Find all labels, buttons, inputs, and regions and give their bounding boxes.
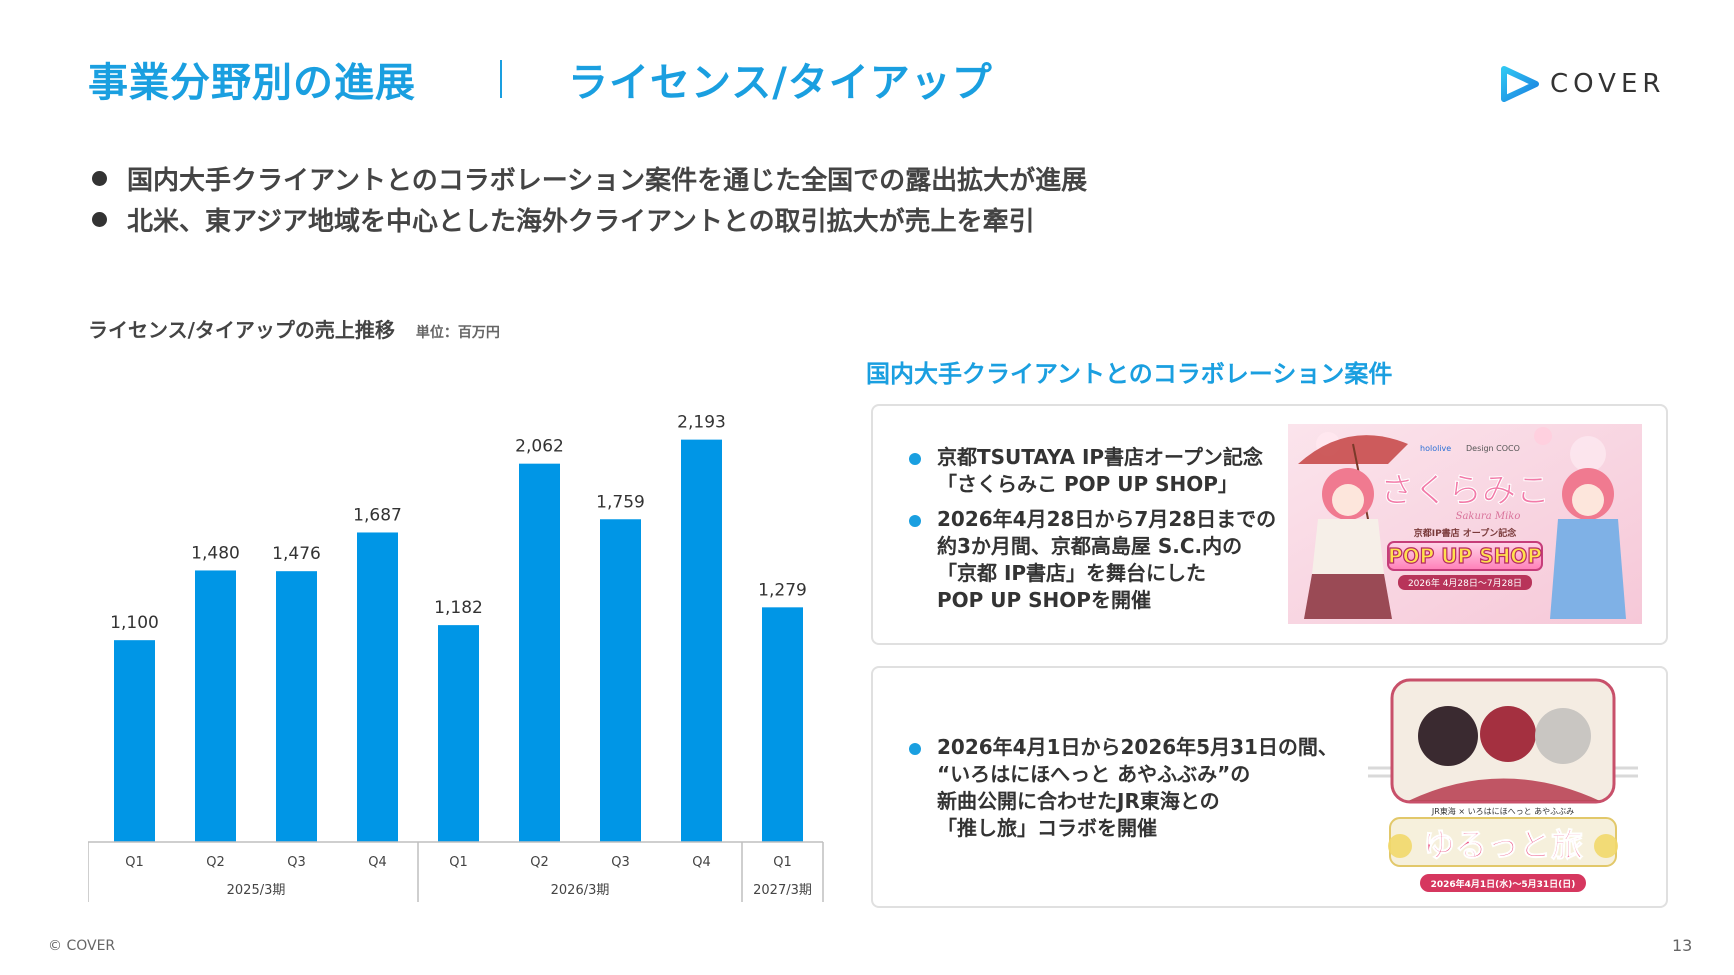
collab-item: 京都TSUTAYA IP書店オープン記念 「さくらみこ POP UP SHOP」 [909,444,1263,498]
bar-value-label: 1,759 [596,492,645,512]
popup-dates: 2026年 4月28日〜7月28日 [1408,577,1522,589]
character-left-top [1312,519,1384,574]
collab-item-line: POP UP SHOPを開催 [937,588,1151,612]
bar-value-label: 1,476 [272,544,321,564]
x-tick-label: Q1 [449,855,468,870]
collab-item-line: 2026年4月28日から7月28日までの [937,507,1277,531]
bullet-dot-icon [909,515,921,527]
title-divider [500,60,502,98]
x-tick-label: Q3 [287,855,306,870]
bar-3 [276,571,317,842]
bar-value-label: 2,062 [515,437,564,457]
brand-hololive: hololive [1420,444,1451,453]
x-tick-label: Q2 [206,855,225,870]
flower-icon [1594,834,1618,858]
collab-item-line: 「さくらみこ POP UP SHOP」 [937,472,1238,496]
character-left-face [1332,484,1364,516]
date-pill [1420,874,1586,892]
summary-bullet: 北米、東アジア地域を中心とした海外クライアントとの取引拡大が売上を牽引 [92,199,1087,240]
character-name-sub: Sakura Miko [1456,511,1521,522]
yurutto-tabi-visual: JR東海 × いろはにほへっと あやふぶみ ゆるっと旅 2026年4月1日(水)… [1368,676,1638,902]
umbrella-icon [1298,435,1408,464]
character-left [1418,706,1478,766]
collab-item: 2026年4月1日から2026年5月31日の間、 “いろはにほへっと あやふぶみ… [909,734,1338,842]
character-name-logo: さくらみこ [1380,471,1550,511]
summary-bullets: 国内大手クライアントとのコラボレーション案件を通じた全国での露出拡大が進展 北米… [92,158,1087,240]
chart-unit: 単位：百万円 [415,325,500,341]
bullet-dot-icon [909,743,921,755]
collab-item-line: 「推し旅」コラボを開催 [937,816,1157,840]
bar-2 [195,570,236,842]
x-group-label: 2025/3期 [227,883,286,898]
page-number: 13 [1672,936,1693,955]
chart-title-text: ライセンス/タイアップの売上推移 [88,318,395,342]
page-title: 事業分野別の進展 [88,60,416,106]
bar-value-label: 1,687 [353,505,402,525]
character-left-skirt [1304,574,1392,619]
bar-7 [600,519,641,842]
popup-date-pill [1398,575,1532,590]
summary-bullet-text: 国内大手クライアントとのコラボレーション案件を通じた全国での露出拡大が進展 [127,166,1088,196]
summary-bullet-text: 北米、東アジア地域を中心とした海外クライアントとの取引拡大が売上を牽引 [127,207,1035,237]
popup-caption: 京都IP書店 オープン記念 [1414,527,1517,539]
x-group-label: 2027/3期 [753,883,812,898]
revenue-bar-chart: 1,100 Q1 1,480 Q2 1,476 Q3 1,687 Q4 1,182 Q1 2,062… [88,413,824,902]
collab-card-jr-tokai: 2026年4月1日から2026年5月31日の間、 “いろはにほへっと あやふぶみ… [871,666,1668,908]
x-tick-label: Q1 [125,855,144,870]
collab-heading: 国内大手クライアントとのコラボレーション案件 [866,360,1393,388]
character-right-dress [1550,519,1626,619]
bullet-dot-icon [92,212,107,227]
bar-4 [357,532,398,842]
character-right-face [1572,484,1604,516]
x-tick-label: Q4 [368,855,387,870]
bar-1 [114,640,155,842]
cover-logo-icon [1501,66,1539,102]
summary-bullet: 国内大手クライアントとのコラボレーション案件を通じた全国での露出拡大が進展 [92,158,1087,199]
poster-caption: JR東海 × いろはにほへっと あやふぶみ [1431,806,1574,816]
collab-item-line: 京都TSUTAYA IP書店オープン記念 [937,445,1263,469]
x-tick-label: Q4 [692,855,711,870]
bullet-dot-icon [909,453,921,465]
bar-9 [762,607,803,842]
blossom-icon [1570,436,1606,472]
x-tick-label: Q2 [530,855,549,870]
popup-banner-text: POP UP SHOP [1388,544,1542,568]
bar-value-label: 1,100 [110,613,159,633]
poster-floral-base [1408,778,1600,801]
cover-logo-text: COVER [1550,69,1666,99]
flower-icon [1388,834,1412,858]
x-group-label: 2026/3期 [551,883,610,898]
character-center [1480,706,1536,762]
bar-5 [438,625,479,842]
bullet-dot-icon [92,171,107,186]
blossom-icon [1534,427,1552,445]
character-right [1535,708,1591,764]
bar-value-label: 1,182 [434,598,483,618]
footer-copyright: © COVER [48,938,116,954]
x-tick-label: Q3 [611,855,630,870]
campaign-dates: 2026年4月1日(水)〜5月31日(日) [1431,878,1576,890]
collab-item-line: 2026年4月1日から2026年5月31日の間、 [937,735,1338,759]
bar-6 [519,463,560,842]
collab-card-sakura-miko: 京都TSUTAYA IP書店オープン記念 「さくらみこ POP UP SHOP」… [871,404,1668,645]
collab-item-line: 新曲公開に合わせたJR東海との [937,789,1220,813]
collab-item-line: 「京都 IP書店」を舞台にした [937,561,1207,585]
yurutto-tabi-logo: ゆるっと旅 [1423,826,1583,864]
chart-title: ライセンス/タイアップの売上推移 単位：百万円 [88,314,500,343]
collab-item-line: 約3か月間、京都高島屋 S.C.内の [937,534,1243,558]
bar-value-label: 1,480 [191,543,240,563]
collab-item: 2026年4月28日から7月28日までの 約3か月間、京都高島屋 S.C.内の … [909,506,1276,614]
brand-design-coco: Design COCO [1466,444,1520,453]
page-subtitle: ライセンス/タイアップ [568,60,993,106]
sakura-miko-popup-visual: hololive Design COCO さくらみこ Sakura Miko 京… [1288,424,1642,624]
collab-item-line: “いろはにほへっと あやふぶみ”の [937,762,1251,786]
popup-banner-frame [1387,541,1543,571]
bar-8 [681,439,722,842]
bar-value-label: 2,193 [677,413,726,433]
bar-value-label: 1,279 [758,580,807,600]
x-tick-label: Q1 [773,855,792,870]
